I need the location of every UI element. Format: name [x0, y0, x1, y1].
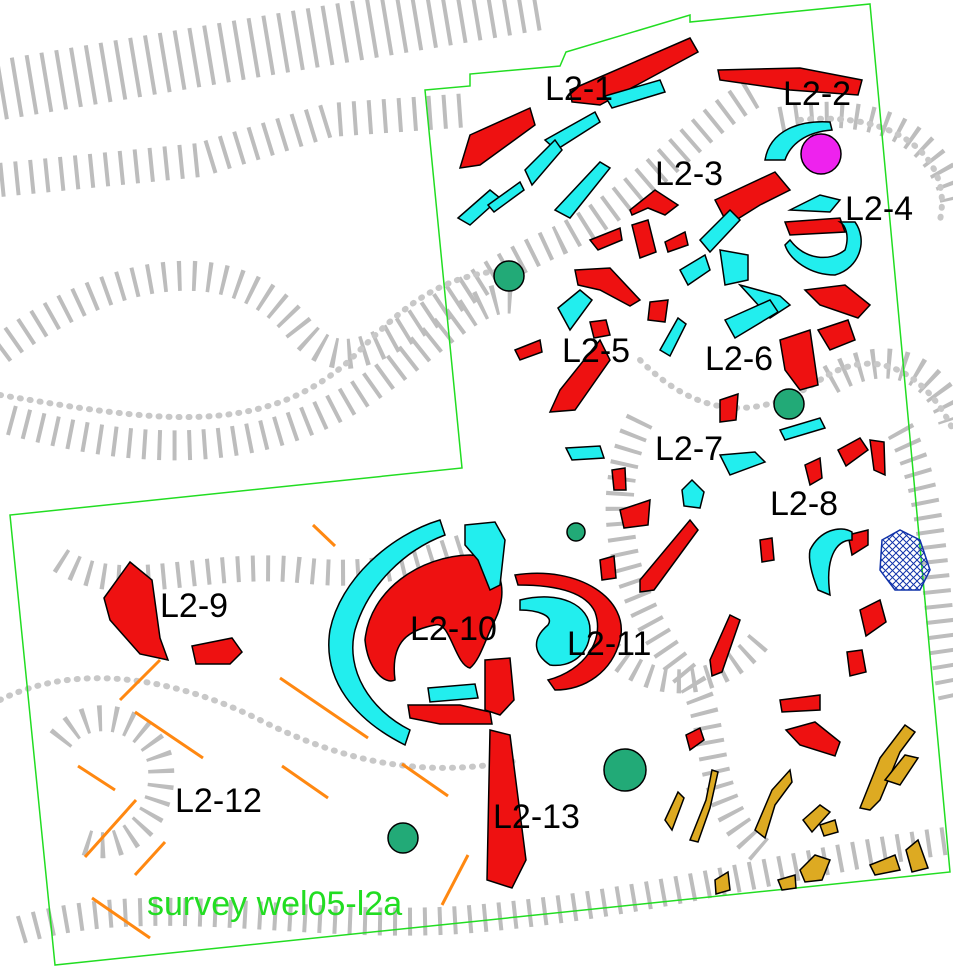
feature-label: L2-5 [562, 332, 630, 370]
survey-boundary [9, 3, 951, 966]
feature-label: L2-9 [160, 587, 228, 625]
feature-label: L2-1 [545, 70, 613, 108]
feature-label: L2-2 [783, 75, 851, 113]
feature-label: L2-3 [655, 155, 723, 193]
cyan-features [328, 79, 862, 747]
feature-label: L2-13 [493, 798, 580, 836]
labels: L2-1 L2-2 L2-3 L2-4 L2-5 L2-6 L2-7 L2-8 … [147, 70, 913, 923]
feature-label: L2-7 [655, 430, 723, 468]
feature-label: L2-11 [567, 625, 651, 663]
feature-label: L2-12 [175, 782, 262, 820]
feature-label: L2-6 [705, 340, 773, 378]
survey-caption: survey wel05-l2a [147, 885, 402, 923]
circles [387, 133, 931, 854]
gold-features [664, 723, 929, 895]
feature-label: L2-10 [410, 610, 497, 648]
feature-label: L2-4 [845, 190, 913, 228]
feature-label: L2-8 [770, 485, 838, 523]
red-features [103, 37, 887, 889]
orange-lines [77, 523, 470, 940]
